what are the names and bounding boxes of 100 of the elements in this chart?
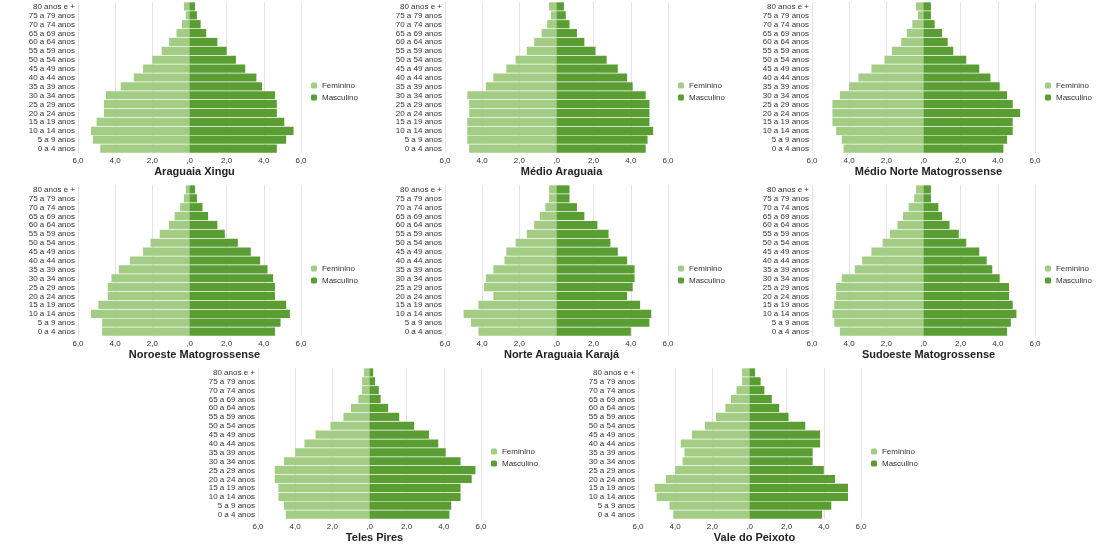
- y-tick-label: 60 a 64 anos: [28, 37, 75, 47]
- y-tick-label: 50 a 54 anos: [395, 55, 442, 65]
- y-tick-label: 40 a 44 anos: [395, 73, 442, 82]
- y-tick-label: 25 a 29 anos: [588, 465, 635, 475]
- y-tick-label: 60 a 64 anos: [28, 220, 75, 230]
- y-tick-label: 15 a 19 anos: [588, 483, 635, 493]
- x-tick-label: 2,0: [146, 155, 159, 165]
- y-tick-label: 20 a 24 anos: [208, 474, 255, 484]
- y-tick-label: 55 a 59 anos: [28, 46, 75, 56]
- x-tick-label: 6,0: [72, 338, 85, 348]
- y-tick-label: 10 a 14 anos: [588, 492, 635, 502]
- x-tick-label: 2,0: [880, 338, 893, 348]
- y-tick-label: 20 a 24 anos: [762, 108, 809, 118]
- y-tick-label: 75 a 79 anos: [395, 193, 442, 203]
- y-tick-label: 15 a 19 anos: [208, 483, 255, 493]
- legend-label: Feminino: [501, 447, 536, 456]
- legend-label: Masculino: [688, 276, 726, 285]
- y-tick-label: 45 a 49 anos: [28, 247, 75, 257]
- x-tick-label: 6,0: [806, 338, 819, 348]
- y-tick-label: 45 a 49 anos: [208, 430, 255, 440]
- y-tick-label: 70 a 74 anos: [395, 202, 442, 212]
- x-tick-label: 2,0: [781, 521, 793, 531]
- x-tick-label: 6,0: [1029, 155, 1042, 165]
- text: Vale do Peixoto: [713, 530, 796, 543]
- y-tick-label: 65 a 69 anos: [588, 394, 635, 404]
- x-tick-label: 6,0: [632, 521, 645, 531]
- y-tick-label: 80 anos e +: [32, 1, 76, 11]
- x-tick-label: 6,0: [855, 521, 868, 531]
- text: Médio Norte Matogrossense: [854, 164, 1003, 177]
- y-tick-label: 50 a 54 anos: [588, 421, 635, 431]
- y-tick-label: 10 a 14 anos: [208, 492, 255, 502]
- y-tick-label: 35 a 39 anos: [395, 81, 442, 91]
- y-tick-label: 80 anos e +: [32, 184, 76, 194]
- y-tick-label: 15 a 19 anos: [28, 300, 75, 310]
- x-tick-label: 2,0: [326, 521, 339, 531]
- y-tick-label: 50 a 54 anos: [762, 238, 809, 248]
- x-tick-label: 6,0: [72, 155, 85, 165]
- x-tick-label: 2,0: [146, 338, 159, 348]
- y-tick-label: 15 a 19 anos: [395, 117, 442, 127]
- x-tick-label: 4,0: [818, 521, 830, 531]
- y-tick-label: 10 a 14 anos: [762, 309, 809, 319]
- y-tick-label: 65 a 69 anos: [395, 211, 442, 221]
- y-tick-label: 75 a 79 anos: [762, 10, 809, 20]
- y-tick-label: 75 a 79 anos: [28, 193, 75, 203]
- legend-label: Masculino: [321, 276, 359, 285]
- y-tick-label: 5 a 9 anos: [37, 135, 75, 145]
- y-tick-label: 45 a 49 anos: [762, 247, 809, 257]
- y-tick-label: 75 a 79 anos: [208, 376, 255, 386]
- legend-label: Feminino: [321, 81, 356, 90]
- y-tick-label: 55 a 59 anos: [762, 229, 809, 239]
- x-tick-label: 6,0: [662, 155, 675, 165]
- y-tick-label: 55 a 59 anos: [28, 229, 75, 239]
- y-tick-label: 15 a 19 anos: [395, 300, 442, 310]
- x-tick-label: 2,0: [221, 338, 233, 348]
- y-tick-label: 70 a 74 anos: [28, 19, 75, 29]
- x-tick-label: 4,0: [289, 521, 302, 531]
- x-tick-label: 2,0: [880, 155, 893, 165]
- y-tick-label: 30 a 34 anos: [395, 90, 442, 100]
- y-tick-label: 50 a 54 anos: [28, 55, 75, 65]
- y-tick-label: 65 a 69 anos: [208, 394, 255, 404]
- y-tick-label: 55 a 59 anos: [395, 229, 442, 239]
- y-tick-label: 65 a 69 anos: [762, 211, 809, 221]
- legend-label: Masculino: [1055, 276, 1093, 285]
- y-tick-label: 10 a 14 anos: [28, 309, 75, 319]
- y-tick-label: 35 a 39 anos: [762, 264, 809, 274]
- y-tick-label: 0 a 4 anos: [404, 327, 442, 337]
- x-tick-label: 2,0: [706, 521, 719, 531]
- x-tick-label: 6,0: [475, 521, 488, 531]
- y-tick-label: 10 a 14 anos: [762, 126, 809, 136]
- y-tick-label: 0 a 4 anos: [37, 327, 75, 337]
- y-tick-label: 15 a 19 anos: [762, 117, 809, 127]
- x-tick-label: 2,0: [588, 155, 600, 165]
- y-tick-label: 45 a 49 anos: [588, 430, 635, 440]
- x-tick-label: 4,0: [625, 338, 637, 348]
- text: Médio Araguaia: [520, 164, 604, 177]
- y-tick-label: 75 a 79 anos: [762, 193, 809, 203]
- x-tick-label: 2,0: [955, 155, 967, 165]
- y-tick-label: 40 a 44 anos: [762, 256, 809, 265]
- y-tick-label: 30 a 34 anos: [762, 273, 809, 283]
- y-tick-label: 40 a 44 anos: [208, 439, 255, 448]
- x-tick-label: 2,0: [221, 155, 233, 165]
- legend-label: Masculino: [1055, 93, 1093, 102]
- y-tick-label: 20 a 24 anos: [588, 474, 635, 484]
- x-tick-label: 6,0: [1029, 338, 1042, 348]
- y-tick-label: 0 a 4 anos: [771, 144, 809, 154]
- y-tick-label: 10 a 14 anos: [395, 309, 442, 319]
- y-tick-label: 80 anos e +: [766, 184, 810, 194]
- y-tick-label: 25 a 29 anos: [395, 99, 442, 109]
- y-tick-label: 35 a 39 anos: [395, 264, 442, 274]
- y-tick-label: 0 a 4 anos: [597, 510, 635, 520]
- x-tick-label: 4,0: [438, 521, 450, 531]
- y-tick-label: 25 a 29 anos: [28, 99, 75, 109]
- y-tick-label: 5 a 9 anos: [37, 318, 75, 328]
- y-tick-label: 5 a 9 anos: [597, 501, 635, 511]
- y-tick-label: 50 a 54 anos: [762, 55, 809, 65]
- x-tick-label: ,0: [553, 155, 561, 165]
- y-tick-label: 5 a 9 anos: [771, 135, 809, 145]
- legend-label: Masculino: [321, 93, 359, 102]
- y-tick-label: 55 a 59 anos: [762, 46, 809, 56]
- x-tick-label: 4,0: [992, 338, 1004, 348]
